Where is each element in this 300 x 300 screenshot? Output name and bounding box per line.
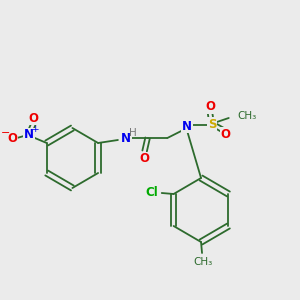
Text: O: O: [221, 128, 231, 140]
Text: H: H: [129, 128, 136, 138]
Text: S: S: [208, 118, 216, 130]
Text: N: N: [121, 131, 131, 145]
Text: O: O: [7, 131, 17, 145]
Text: N: N: [24, 128, 34, 142]
Text: CH₃: CH₃: [238, 111, 257, 121]
Text: N: N: [182, 119, 192, 133]
Text: CH₃: CH₃: [194, 257, 213, 267]
Text: Cl: Cl: [146, 185, 158, 199]
Text: O: O: [140, 152, 150, 166]
Text: O: O: [29, 112, 39, 124]
Text: +: +: [31, 125, 39, 134]
Text: O: O: [205, 100, 215, 113]
Text: −: −: [0, 128, 10, 138]
